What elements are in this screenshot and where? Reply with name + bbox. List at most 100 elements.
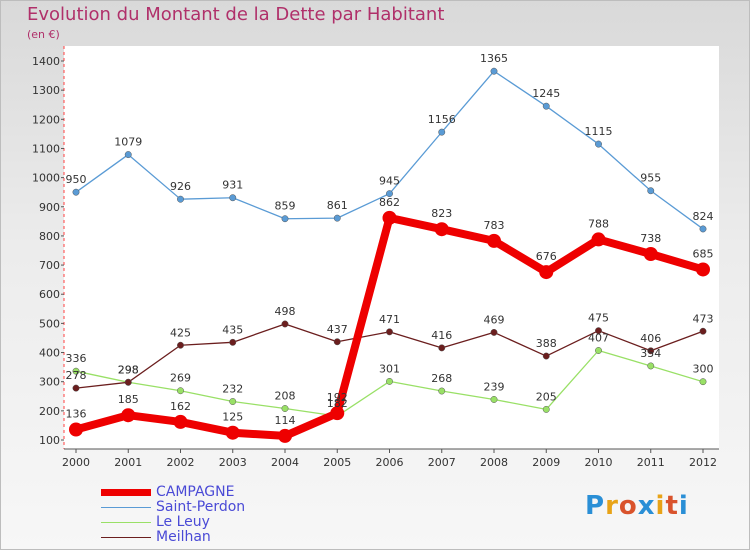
x-tick-label: 2001 [114, 456, 142, 469]
data-point-meilhan [542, 352, 550, 360]
data-label-meilhan: 416 [431, 329, 452, 342]
data-label-campagne: 685 [693, 247, 714, 260]
data-point-campagne [382, 210, 397, 225]
data-label-saint-perdon: 1156 [428, 113, 456, 126]
data-label-campagne: 788 [588, 217, 609, 230]
data-point-le-leuy [72, 367, 80, 375]
data-point-saint-perdon [333, 214, 341, 222]
data-point-meilhan [177, 341, 184, 349]
data-point-campagne [121, 408, 136, 423]
data-point-le-leuy [438, 387, 446, 395]
legend-label-meilhan: Meilhan [156, 529, 211, 545]
data-label-meilhan: 406 [640, 332, 661, 345]
data-label-meilhan: 435 [222, 323, 243, 336]
data-label-campagne: 738 [640, 232, 661, 245]
data-label-le-leuy: 354 [640, 347, 661, 360]
data-label-campagne: 162 [170, 400, 191, 413]
x-tick-label: 2000 [62, 456, 90, 469]
data-point-meilhan [124, 378, 132, 386]
chart-title: Evolution du Montant de la Dette par Hab… [27, 4, 445, 25]
data-label-saint-perdon: 926 [170, 180, 191, 193]
x-tick-label: 2004 [271, 456, 299, 469]
x-tick-label: 2012 [689, 456, 717, 469]
data-label-saint-perdon: 955 [640, 172, 661, 185]
data-label-saint-perdon: 1079 [114, 136, 142, 149]
data-point-saint-perdon [177, 195, 184, 203]
data-label-le-leuy: 268 [431, 372, 452, 385]
y-tick-label: 200 [39, 405, 60, 418]
legend-swatch-campagne [101, 489, 151, 496]
data-label-saint-perdon: 1365 [480, 52, 508, 65]
y-tick-label: 1100 [32, 142, 60, 155]
x-tick-label: 2008 [480, 456, 508, 469]
logo-letter: P [585, 491, 606, 521]
data-label-meilhan: 437 [327, 323, 348, 336]
series-layer [69, 67, 710, 443]
data-point-campagne [69, 422, 83, 437]
data-label-le-leuy: 336 [66, 352, 87, 365]
data-point-le-leuy [386, 377, 393, 385]
logo-letter: o [618, 491, 638, 521]
data-label-saint-perdon: 950 [66, 173, 87, 186]
data-point-le-leuy [229, 398, 237, 405]
x-tick-label: 2002 [167, 456, 195, 469]
data-point-meilhan [333, 338, 341, 346]
data-label-le-leuy: 239 [484, 380, 505, 393]
y-tick-label: 1000 [32, 172, 60, 185]
x-tick-label: 2003 [219, 456, 247, 469]
data-label-campagne: 676 [536, 250, 557, 263]
data-point-meilhan [595, 327, 602, 335]
data-point-meilhan [490, 328, 498, 336]
data-label-campagne: 862 [379, 196, 400, 209]
data-point-saint-perdon [386, 190, 393, 198]
data-point-saint-perdon [542, 102, 550, 110]
data-point-meilhan [72, 384, 80, 392]
data-label-meilhan: 498 [275, 305, 296, 318]
data-label-le-leuy: 232 [222, 383, 243, 396]
data-point-saint-perdon [124, 151, 132, 159]
y-tick-label: 100 [39, 434, 60, 447]
data-label-saint-perdon: 859 [275, 200, 296, 213]
y-tick-label: 500 [39, 317, 60, 330]
logo-letter: i [678, 491, 689, 521]
logo-letter: t [665, 491, 679, 521]
data-point-le-leuy [177, 387, 184, 395]
proxiti-logo: Proxiti [585, 491, 689, 521]
y-tick-label: 400 [39, 347, 60, 360]
data-point-campagne [278, 428, 292, 443]
data-point-le-leuy [490, 396, 498, 403]
data-point-le-leuy [281, 405, 289, 412]
data-label-le-leuy: 298 [118, 363, 139, 376]
data-label-saint-perdon: 1245 [532, 87, 560, 100]
data-label-campagne: 125 [222, 411, 243, 424]
legend-swatch-meilhan [101, 537, 151, 538]
data-point-saint-perdon [647, 187, 655, 195]
data-label-meilhan: 298 [118, 363, 139, 376]
data-label-campagne: 783 [484, 219, 505, 232]
y-tick-label: 1300 [32, 84, 60, 97]
data-point-campagne [225, 425, 240, 440]
legend-swatch-le-leuy [101, 522, 151, 523]
y-tick-label: 300 [39, 376, 60, 389]
data-label-saint-perdon: 1115 [585, 125, 613, 138]
data-point-meilhan [438, 344, 446, 352]
data-label-campagne: 192 [327, 391, 348, 404]
data-point-le-leuy [647, 362, 655, 370]
data-point-meilhan [647, 347, 655, 355]
data-label-meilhan: 473 [693, 312, 714, 325]
data-label-meilhan: 278 [66, 369, 87, 382]
x-tick-label: 2007 [428, 456, 456, 469]
legend-label-saint-perdon: Saint-Perdon [156, 499, 246, 515]
data-point-le-leuy [595, 347, 602, 354]
y-tick-label: 700 [39, 259, 60, 272]
data-point-meilhan [281, 320, 289, 328]
data-label-campagne: 823 [431, 207, 452, 220]
unit-label: (en €) [27, 28, 60, 41]
data-point-saint-perdon [229, 194, 237, 202]
data-point-meilhan [386, 328, 393, 336]
legend-label-le-leuy: Le Leuy [156, 514, 210, 530]
data-point-campagne [591, 232, 606, 247]
data-point-le-leuy [699, 378, 707, 386]
data-label-saint-perdon: 945 [379, 175, 400, 188]
